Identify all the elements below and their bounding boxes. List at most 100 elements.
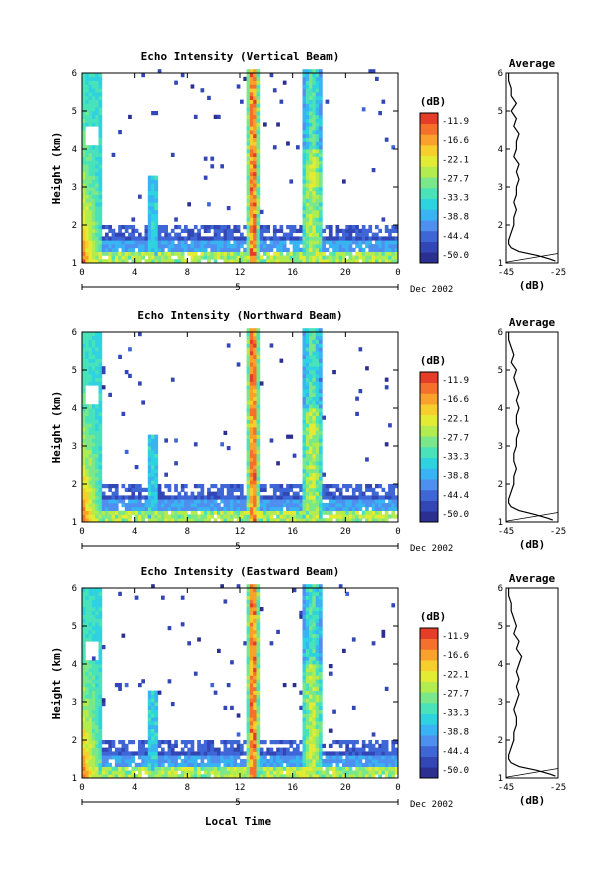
heatmap-cell <box>305 187 310 192</box>
heatmap-cell <box>88 408 93 413</box>
heatmap-cell <box>355 510 359 515</box>
heatmap-cell <box>309 392 313 397</box>
heatmap-cell <box>256 335 261 340</box>
heatmap-cell <box>144 495 149 500</box>
heatmap-cell <box>128 232 132 237</box>
heatmap-cell <box>256 686 261 691</box>
heatmap-cell <box>305 92 310 97</box>
heatmap-cell <box>272 244 277 249</box>
heatmap-cell <box>302 743 307 748</box>
heatmap-cell <box>263 495 267 500</box>
heatmap-cell <box>124 759 129 764</box>
heatmap-cell <box>272 228 277 233</box>
heatmap-cell <box>312 328 317 333</box>
heatmap-cell <box>91 114 96 119</box>
heatmap-cell <box>88 164 93 169</box>
heatmap-cell <box>253 126 257 131</box>
heatmap-cell <box>315 69 320 74</box>
heatmap-cell <box>256 713 261 718</box>
heatmap-cell <box>151 755 155 760</box>
heatmap-cell <box>246 225 251 230</box>
heatmap-cell <box>82 686 86 691</box>
heatmap-cell <box>95 95 99 100</box>
heatmap-cell <box>157 259 162 264</box>
heatmap-cell <box>147 468 152 473</box>
heatmap-cell <box>223 510 228 515</box>
heatmap-cell <box>246 721 251 726</box>
heatmap-cell <box>151 480 155 485</box>
heatmap-cell <box>365 759 369 764</box>
heatmap-cell <box>243 751 247 756</box>
heatmap-cell <box>309 137 313 142</box>
heatmap-cell <box>309 111 313 116</box>
heatmap-cell <box>315 686 320 691</box>
heatmap-cell <box>91 80 96 85</box>
heatmap-cell <box>236 584 241 589</box>
heatmap-cell <box>253 389 257 394</box>
heatmap-cell <box>289 510 294 515</box>
heatmap-cell <box>305 141 310 146</box>
heatmap-cell <box>197 232 201 237</box>
heatmap-cell <box>246 126 251 131</box>
heatmap-cell <box>213 240 218 245</box>
heatmap-cell <box>91 206 96 211</box>
heatmap-cell <box>253 103 257 108</box>
heatmap-cell <box>174 487 178 492</box>
heatmap-cell <box>177 491 182 496</box>
heatmap-cell <box>342 244 346 249</box>
heatmap-cell <box>368 759 373 764</box>
heatmap-cell <box>355 232 359 237</box>
heatmap-cell <box>361 762 366 767</box>
heatmap-cell <box>365 236 369 241</box>
heatmap-cell <box>302 408 307 413</box>
heatmap-cell <box>302 645 307 650</box>
heatmap-cell <box>263 755 267 760</box>
heatmap-cell <box>266 770 270 775</box>
heatmap-cell <box>249 84 254 89</box>
heatmap-cell <box>147 194 152 199</box>
heatmap-cell <box>302 755 307 760</box>
heatmap-cell <box>305 610 310 615</box>
heatmap-cell <box>253 495 257 500</box>
heatmap-cell <box>319 702 323 707</box>
heatmap-cell <box>95 503 99 508</box>
heatmap-cell <box>154 491 159 496</box>
heatmap-cell <box>82 499 86 504</box>
heatmap-cell <box>95 491 99 496</box>
heatmap-cell <box>371 247 376 252</box>
heatmap-cell <box>328 759 333 764</box>
heatmap-cell <box>319 73 323 78</box>
heatmap-cell <box>249 495 254 500</box>
heatmap-cell <box>200 514 205 519</box>
heatmap-cell <box>305 449 310 454</box>
heatmap-cell <box>249 187 254 192</box>
heatmap-cell <box>91 484 96 489</box>
heatmap-cell <box>371 251 376 256</box>
heatmap-cell <box>167 774 172 779</box>
heatmap-cell <box>315 130 320 135</box>
colorbar-unit: (dB) <box>420 95 447 108</box>
heatmap-cell <box>309 656 313 661</box>
heatmap-cell <box>312 232 317 237</box>
heatmap-cell <box>98 759 103 764</box>
heatmap-cell <box>368 514 373 519</box>
heatmap-cell <box>180 487 185 492</box>
heatmap-cell <box>319 774 323 779</box>
heatmap-cell <box>114 770 119 775</box>
heatmap-cell <box>95 228 99 233</box>
heatmap-cell <box>85 446 89 451</box>
heatmap-cell <box>256 728 261 733</box>
colorbar-tick-label: -11.9 <box>442 117 469 127</box>
heatmap-cell <box>309 499 313 504</box>
heatmap-cell <box>319 404 323 409</box>
heatmap-cell <box>95 187 99 192</box>
heatmap-cell <box>98 213 103 218</box>
heatmap-cell <box>114 499 119 504</box>
heatmap-cell <box>85 591 89 596</box>
heatmap-cell <box>95 183 99 188</box>
heatmap-cell <box>371 69 376 74</box>
heatmap-cell <box>246 328 251 333</box>
heatmap-cell <box>207 755 211 760</box>
heatmap-cell <box>144 236 149 241</box>
heatmap-cell <box>319 660 323 665</box>
